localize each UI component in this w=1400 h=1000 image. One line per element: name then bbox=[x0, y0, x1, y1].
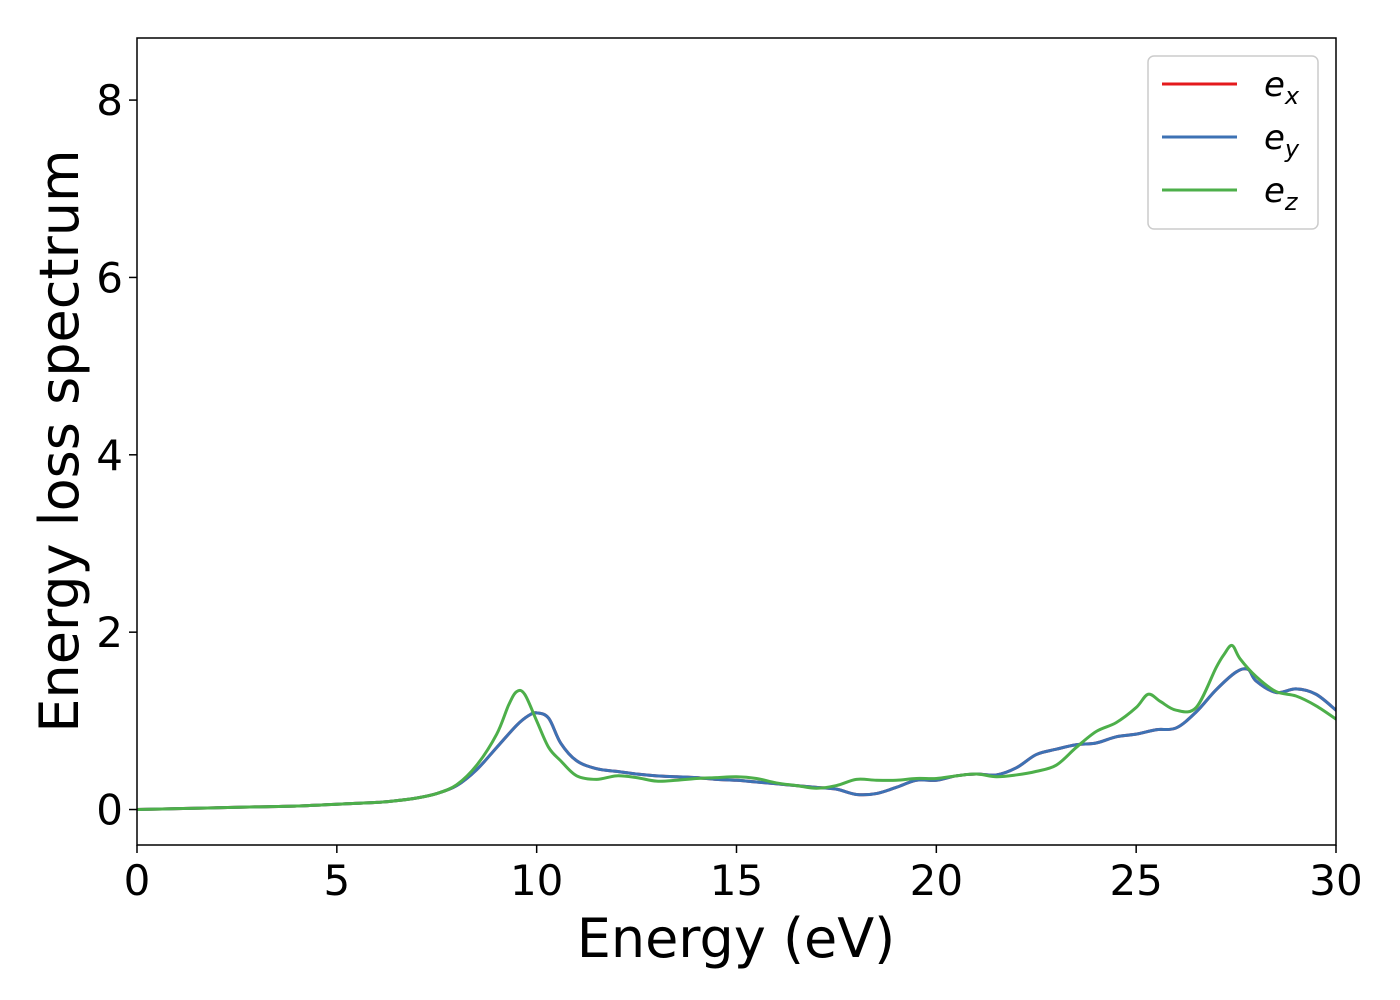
plot-area bbox=[137, 38, 1336, 845]
x-tick-label: 20 bbox=[910, 856, 963, 905]
x-tick-label: 5 bbox=[323, 856, 350, 905]
x-axis-label: Energy (eV) bbox=[577, 907, 896, 970]
x-tick-label: 15 bbox=[710, 856, 763, 905]
y-tick-label: 4 bbox=[96, 431, 123, 480]
series-line-e-z bbox=[137, 643, 1336, 812]
y-tick-label: 2 bbox=[96, 608, 123, 657]
x-tick-label: 0 bbox=[124, 856, 151, 905]
x-tick-label: 30 bbox=[1309, 856, 1362, 905]
x-tick-label: 25 bbox=[1109, 856, 1162, 905]
y-tick-label: 6 bbox=[96, 253, 123, 302]
y-tick-label: 8 bbox=[96, 76, 123, 125]
y-axis-label: Energy loss spectrum bbox=[28, 149, 91, 732]
x-tick-label: 10 bbox=[510, 856, 563, 905]
y-tick-label: 0 bbox=[96, 786, 123, 835]
legend-box bbox=[1147, 55, 1319, 230]
